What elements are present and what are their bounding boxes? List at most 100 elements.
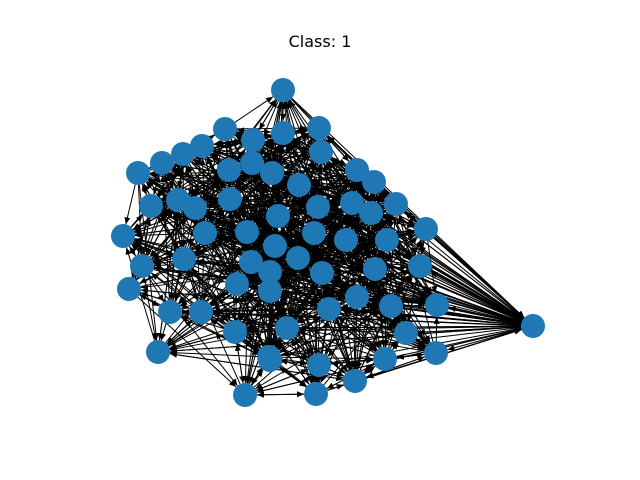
graph-edge bbox=[275, 338, 282, 350]
graph-edge bbox=[151, 272, 192, 306]
graph-edge bbox=[176, 211, 184, 248]
graph-edge bbox=[235, 343, 244, 384]
graph-edge bbox=[169, 349, 258, 357]
graph-node bbox=[394, 321, 418, 345]
graph-node bbox=[271, 78, 295, 102]
graph-node bbox=[217, 158, 241, 182]
graph-edge bbox=[160, 212, 261, 285]
graph-edge bbox=[212, 309, 522, 326]
graph-edge bbox=[291, 97, 525, 319]
graph-node bbox=[384, 192, 408, 216]
graph-edge bbox=[139, 293, 260, 356]
graph-edge bbox=[250, 366, 264, 386]
graph-edge bbox=[234, 96, 274, 123]
graph-node bbox=[213, 117, 237, 141]
graph-edge bbox=[147, 275, 165, 303]
graph-node bbox=[233, 383, 257, 407]
nodes-layer bbox=[111, 78, 545, 407]
graph-edge bbox=[163, 174, 182, 248]
graph-edge bbox=[318, 193, 372, 383]
graph-node bbox=[130, 254, 154, 278]
graph-edge bbox=[298, 330, 374, 356]
graph-node bbox=[345, 158, 369, 182]
graph-node bbox=[263, 234, 287, 258]
graph-edge bbox=[386, 272, 522, 323]
graph-edge bbox=[153, 265, 522, 325]
graph-edge bbox=[223, 140, 230, 159]
graph-node bbox=[225, 272, 249, 296]
graph-edge bbox=[143, 167, 152, 174]
graph-edge bbox=[143, 277, 158, 341]
graph-node bbox=[359, 201, 383, 225]
graph-node bbox=[362, 170, 386, 194]
graph-node bbox=[146, 340, 170, 364]
graph-edge bbox=[236, 149, 246, 161]
graph-edge bbox=[337, 316, 377, 352]
graph-edge bbox=[162, 208, 522, 323]
graph-edge bbox=[447, 328, 522, 351]
graph-node bbox=[425, 293, 449, 317]
graph-node bbox=[343, 369, 367, 393]
graph-edge bbox=[309, 260, 522, 324]
graph-edge bbox=[353, 308, 360, 370]
graph-node bbox=[258, 348, 282, 372]
graph-edge bbox=[233, 295, 240, 321]
graph-node bbox=[241, 128, 265, 152]
graph-edge bbox=[149, 275, 238, 386]
graph-edge bbox=[169, 333, 224, 350]
graph-edge bbox=[279, 366, 307, 388]
graph-edge bbox=[137, 296, 237, 388]
graph-edge bbox=[251, 369, 264, 386]
graph-edge bbox=[448, 306, 522, 324]
graph-node bbox=[158, 300, 182, 324]
graph-node bbox=[266, 204, 290, 228]
graph-edge bbox=[130, 214, 144, 228]
graph-node bbox=[424, 341, 448, 365]
graph-edge bbox=[430, 271, 523, 321]
graph-node bbox=[363, 257, 387, 281]
graph-edge bbox=[124, 184, 136, 225]
graph-edge bbox=[210, 290, 228, 306]
graph-node bbox=[521, 314, 545, 338]
graph-node bbox=[223, 320, 247, 344]
graph-edge bbox=[241, 294, 266, 350]
graph-edge bbox=[294, 336, 312, 357]
graph-node bbox=[193, 221, 217, 245]
graph-node bbox=[379, 294, 403, 318]
graph-edge bbox=[234, 135, 524, 320]
graph-node bbox=[218, 187, 242, 211]
graph-node bbox=[150, 151, 174, 175]
graph-node bbox=[172, 247, 196, 271]
graph-node bbox=[307, 116, 331, 140]
graph-node bbox=[111, 224, 135, 248]
graph-edge bbox=[149, 216, 188, 258]
graph-edge bbox=[292, 139, 524, 320]
graph-edge bbox=[327, 384, 344, 391]
graph-node bbox=[139, 194, 163, 218]
graph-edge bbox=[242, 299, 263, 324]
graph-edge bbox=[134, 232, 194, 239]
graph-edge bbox=[153, 245, 264, 265]
graph-node bbox=[117, 277, 141, 301]
graph-node bbox=[240, 151, 264, 175]
graph-edge bbox=[207, 137, 313, 303]
graph-node bbox=[317, 297, 341, 321]
graph-node bbox=[310, 261, 334, 285]
graph-edge bbox=[361, 209, 524, 320]
graph-node bbox=[345, 285, 369, 309]
graph-title: Class: 1 bbox=[288, 32, 352, 51]
graph-edge bbox=[160, 174, 170, 301]
graph-edge bbox=[359, 316, 387, 371]
graph-edge bbox=[188, 269, 241, 385]
graph-node bbox=[258, 279, 282, 303]
graph-edge bbox=[280, 310, 381, 356]
graph-node bbox=[260, 161, 284, 185]
graph-node bbox=[309, 140, 333, 164]
graph-edge bbox=[396, 327, 522, 357]
graph-edge bbox=[169, 326, 522, 354]
graph-node bbox=[190, 134, 214, 158]
graph-edge bbox=[191, 267, 263, 352]
graph-node bbox=[286, 246, 310, 270]
graph-edge bbox=[289, 142, 430, 344]
